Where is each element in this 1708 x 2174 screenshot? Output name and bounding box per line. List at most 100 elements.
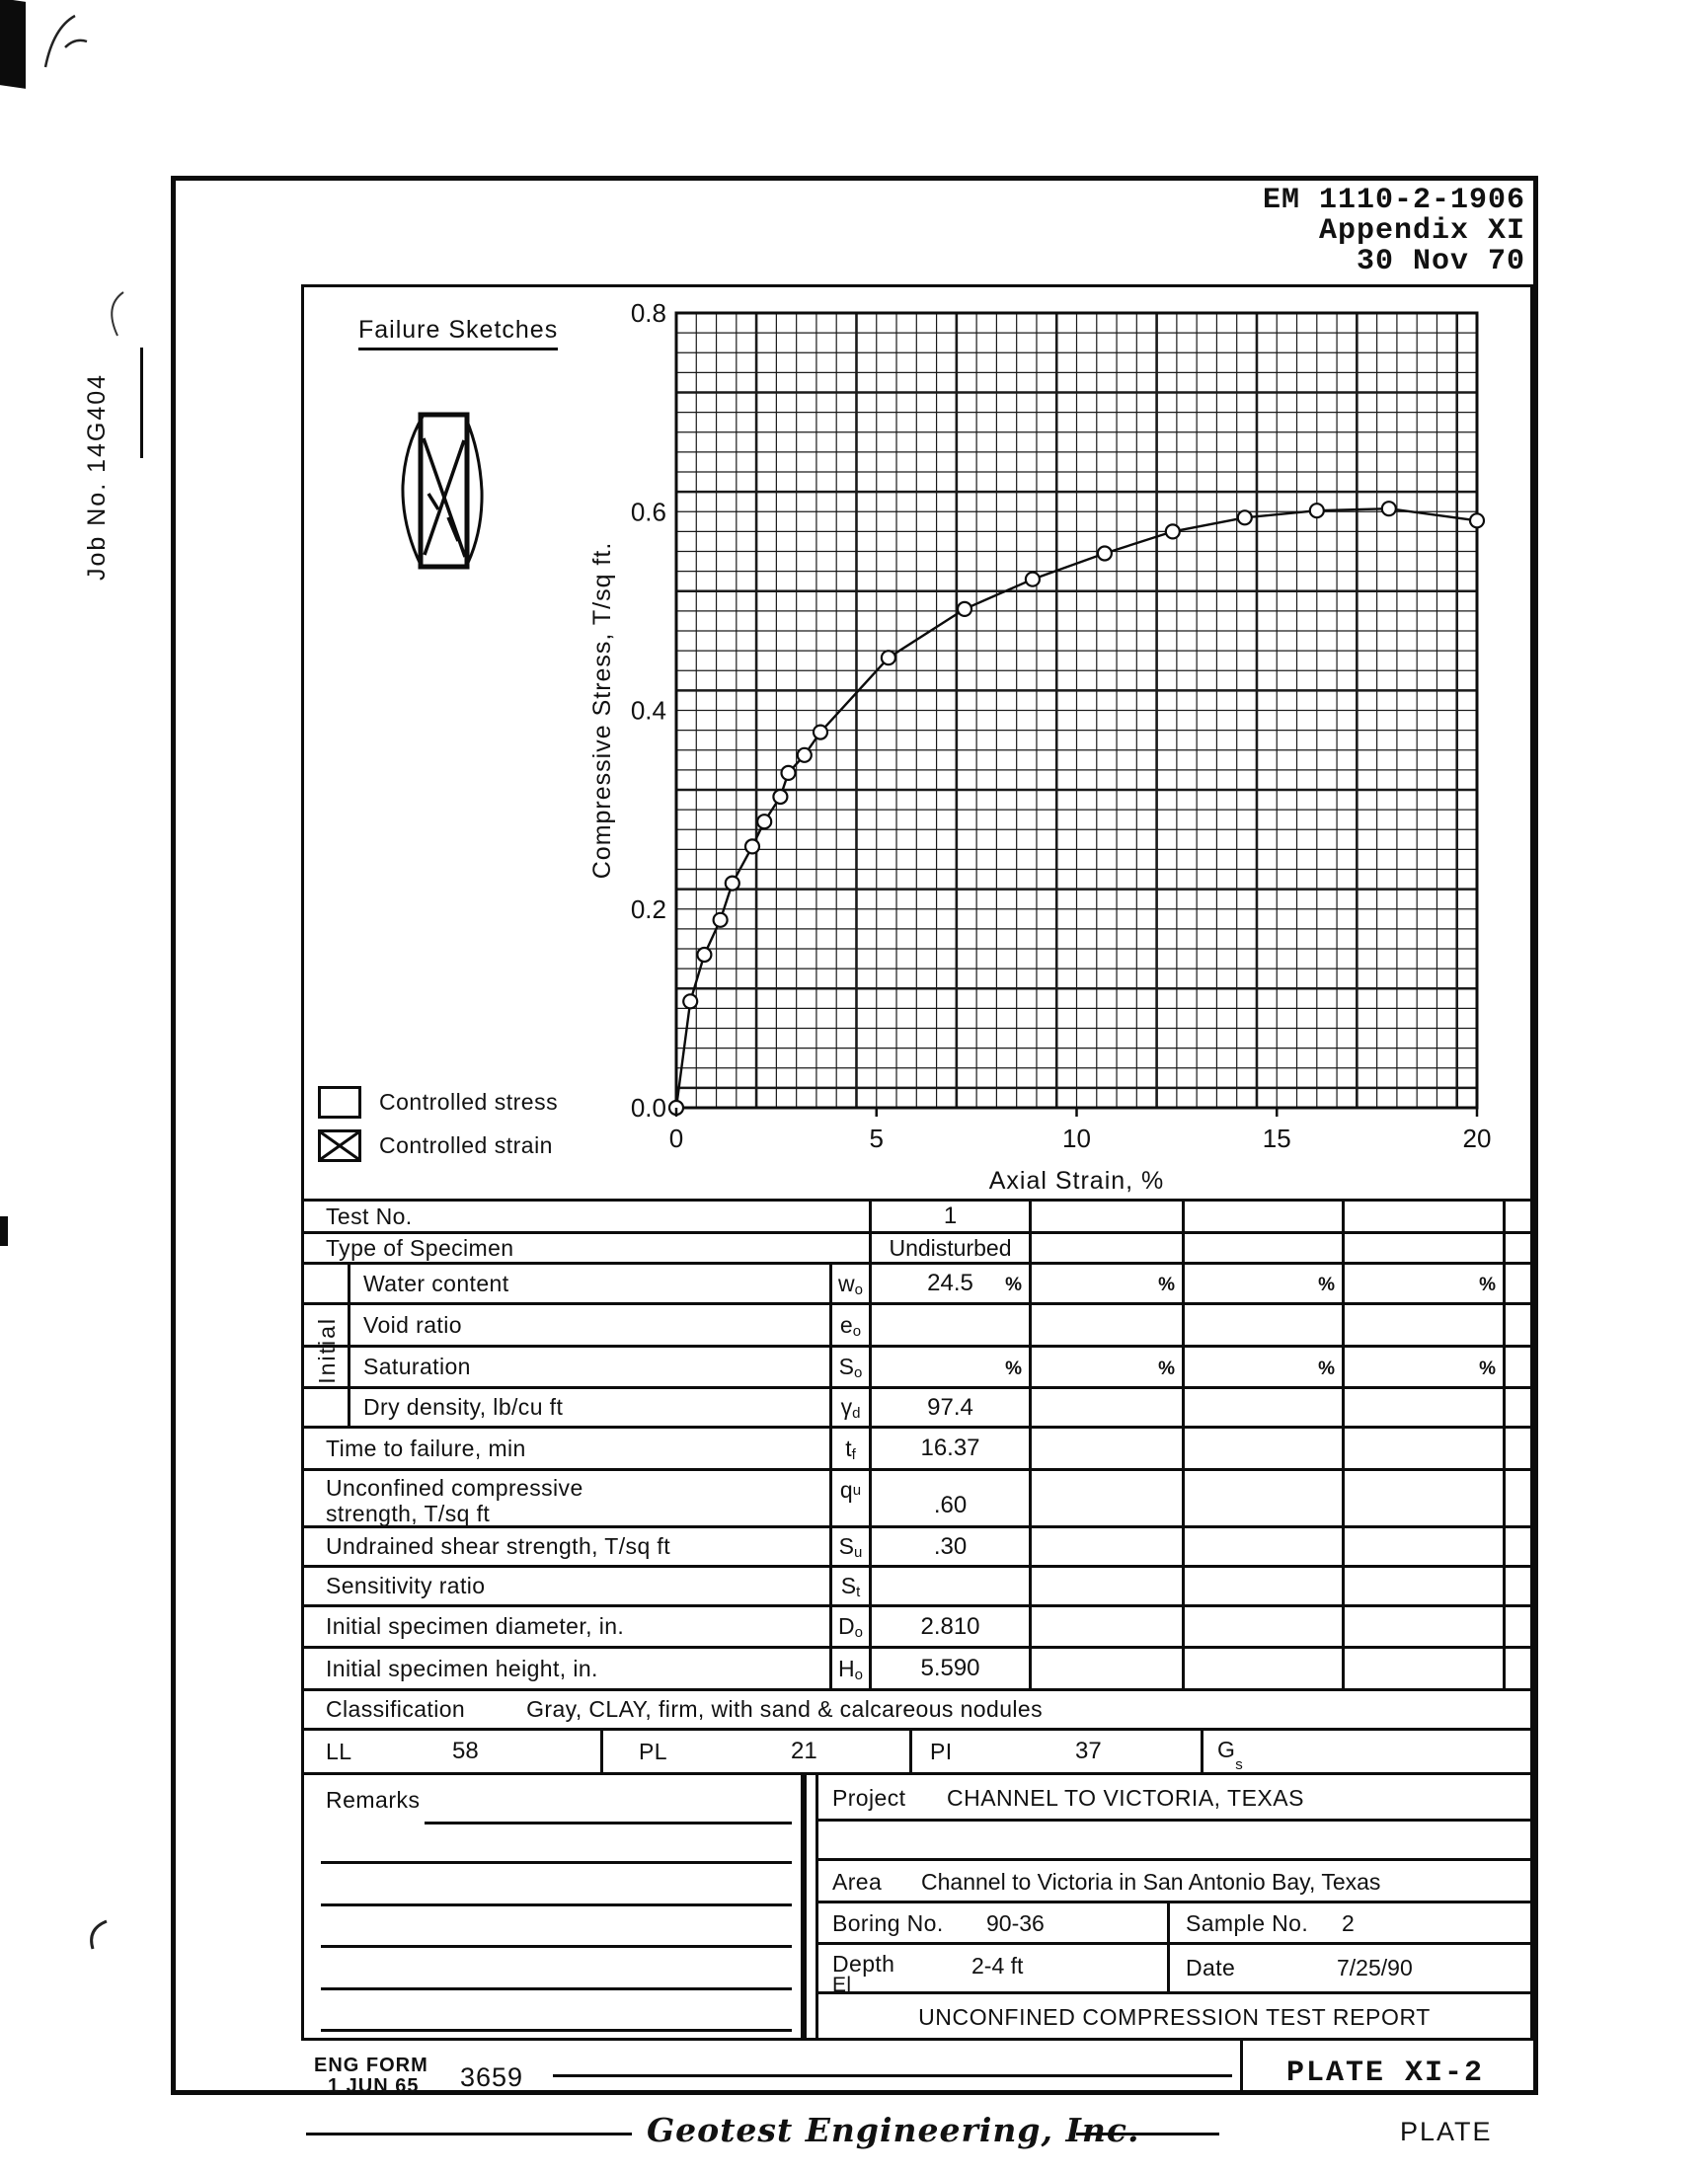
row-value-4: %: [1345, 1348, 1506, 1386]
pi-value: 37: [1075, 1738, 1102, 1764]
failure-sketch-drawing: [393, 407, 492, 575]
scan-artifact: [79, 1915, 118, 1955]
row-value-4: [1345, 1389, 1506, 1426]
plate-number: PLATE XI-2: [1286, 2057, 1485, 2090]
row-value-2: [1032, 1234, 1185, 1262]
row-value-1: .30: [872, 1528, 1032, 1565]
sample-label: Sample No.: [1186, 1910, 1309, 1936]
row-value-2: [1032, 1528, 1185, 1565]
row-value-3: [1185, 1234, 1345, 1262]
table-row-atterberg: LL 58 PL 21 PI 37 Gs: [304, 1731, 1530, 1775]
row-label: Undrained shear strength, T/sq ft: [304, 1528, 832, 1565]
job-number-text: Job No. 14G404: [83, 372, 111, 581]
svg-text:15: 15: [1263, 1124, 1291, 1153]
plate-label: PLATE: [1400, 2117, 1493, 2146]
row-value-1: [872, 1568, 1032, 1604]
header-line-em: EM 1110-2-1906: [1262, 184, 1525, 217]
depth-value: 2-4 ft: [971, 1953, 1024, 1979]
remarks-line: [321, 1903, 792, 1906]
date-label: Date: [1186, 1955, 1236, 1980]
document-header: EM 1110-2-1906 Appendix XI 30 Nov 70: [1263, 186, 1525, 277]
svg-text:0.0: 0.0: [631, 1093, 666, 1123]
row-value-4: [1345, 1471, 1506, 1525]
depth-label: Depth: [832, 1951, 895, 1977]
row-label: Void ratio: [363, 1311, 462, 1338]
row-value-4: [1345, 1202, 1506, 1231]
remarks-line: [321, 1987, 792, 1990]
table-row-test-no: Test No. 1: [304, 1202, 1530, 1234]
row-value-1: 24.5%: [872, 1265, 1032, 1302]
company-rule-right: [1076, 2133, 1219, 2135]
row-value-2: %: [1032, 1348, 1185, 1386]
scan-artifact: [0, 1216, 8, 1246]
row-value-1: 1: [872, 1202, 1032, 1231]
svg-text:5: 5: [870, 1124, 884, 1153]
row-value-4: [1345, 1429, 1506, 1468]
row-value-3: [1185, 1471, 1345, 1525]
job-number: Job No. 14G404: [83, 344, 126, 581]
classification-value: Gray, CLAY, firm, with sand & calcareous…: [526, 1696, 1043, 1722]
row-value-4: %: [1345, 1265, 1506, 1302]
form-box: [301, 284, 1533, 2041]
row-value-3: [1185, 1649, 1345, 1688]
row-label: Time to failure, min: [304, 1429, 832, 1468]
pl-cell: PL 21: [603, 1731, 912, 1772]
header-line-appendix: Appendix XI: [1318, 214, 1525, 248]
row-value-3: [1185, 1202, 1345, 1231]
row-label: Initial specimen height, in.: [304, 1649, 832, 1688]
row-value-3: %: [1185, 1348, 1345, 1386]
row-value-4: [1345, 1305, 1506, 1345]
boring-value: 90-36: [986, 1910, 1045, 1936]
ll-label: LL: [326, 1738, 352, 1764]
row-value-4: [1345, 1649, 1506, 1688]
row-value-4: [1345, 1528, 1506, 1565]
row-value-3: [1185, 1389, 1345, 1426]
table-top-border: [304, 1199, 1530, 1202]
legend-label: Controlled strain: [379, 1132, 553, 1158]
row-label: Dry density, lb/cu ft: [363, 1394, 564, 1420]
row-value-2: [1032, 1389, 1185, 1426]
svg-text:Axial Strain, %: Axial Strain, %: [989, 1167, 1165, 1195]
row-value-3: [1185, 1305, 1345, 1345]
stress-strain-chart: 0 5 10 15 20 0.0 0.2 0.4 0.6 0.8 Axial Strain, % Co…: [588, 298, 1492, 1195]
project-box: Project CHANNEL TO VICTORIA, TEXAS Area …: [815, 1775, 1530, 2041]
remarks-line: [321, 1861, 792, 1864]
remarks-box: Remarks: [304, 1775, 804, 2041]
project-blank-row: [818, 1822, 1530, 1861]
row-value-2: [1032, 1607, 1185, 1646]
area-row: Area Channel to Victoria in San Antonio …: [818, 1861, 1530, 1903]
eng-form-block: ENG FORM 1 JUN 65: [314, 2056, 428, 2097]
row-value-1: 5.590: [872, 1649, 1032, 1688]
row-value-2: [1032, 1471, 1185, 1525]
row-value-1: Undisturbed: [872, 1234, 1032, 1262]
table-row-unconfined-strength: Unconfined compressive strength, T/sq ft …: [304, 1471, 1530, 1528]
row-value-1: %: [872, 1348, 1032, 1386]
row-value-2: [1032, 1305, 1185, 1345]
row-label: Sensitivity ratio: [304, 1568, 832, 1604]
svg-text:0: 0: [669, 1124, 683, 1153]
row-value-4: [1345, 1568, 1506, 1604]
row-value-1: [872, 1305, 1032, 1345]
scan-artifact: [0, 0, 26, 89]
boring-label: Boring No.: [832, 1910, 944, 1936]
svg-text:20: 20: [1463, 1124, 1492, 1153]
svg-text:0.2: 0.2: [631, 894, 666, 924]
report-title-row: UNCONFINED COMPRESSION TEST REPORT: [818, 1994, 1530, 2041]
row-label: Test No.: [304, 1202, 872, 1231]
classification-label: Classification: [326, 1696, 466, 1722]
row-value-1: 16.37: [872, 1429, 1032, 1468]
pi-cell: PI 37: [912, 1731, 1203, 1772]
row-value-2: [1032, 1202, 1185, 1231]
